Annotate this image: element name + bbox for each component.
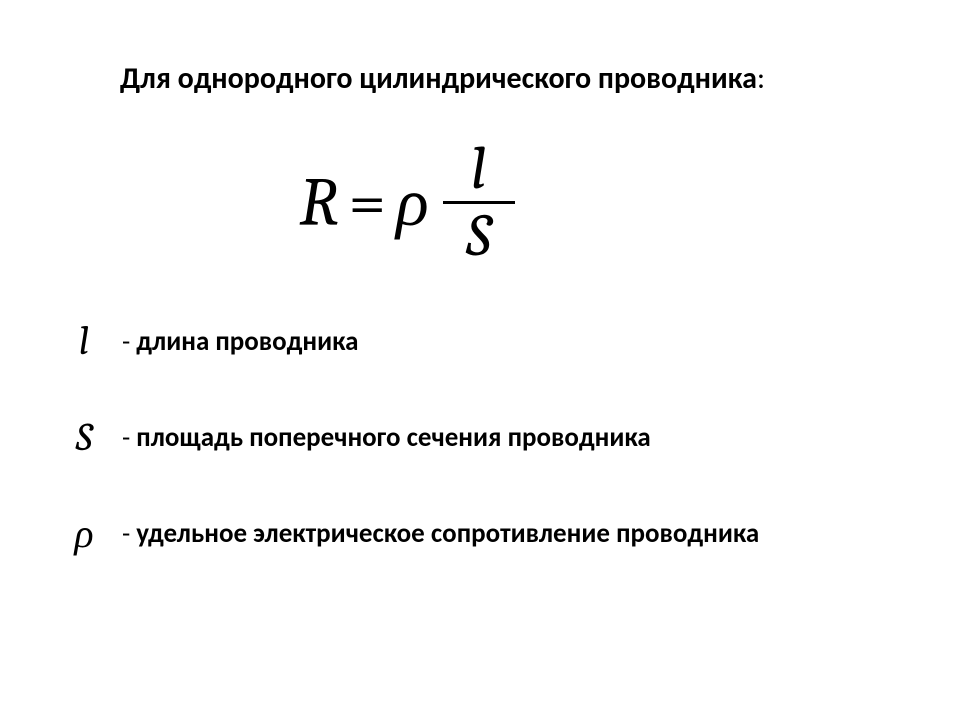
definition-symbol-s: S <box>60 414 108 460</box>
slide: Для однородного цилиндрического проводни… <box>0 0 960 720</box>
definition-separator: - <box>122 325 130 358</box>
definition-separator: - <box>122 517 130 550</box>
formula-denominator: S <box>443 204 515 268</box>
formula-block: R = ρ l S <box>0 137 900 268</box>
definition-separator: - <box>122 421 130 454</box>
definitions-list: l - длина проводника S - площадь попереч… <box>60 318 900 557</box>
definition-symbol-l: l <box>60 318 108 364</box>
definition-text-resistivity: удельное электрическое сопротивление про… <box>136 517 759 550</box>
title-text: Для однородного цилиндрического проводни… <box>120 60 757 97</box>
formula-equation: R = ρ l S <box>295 137 514 268</box>
formula-R: R <box>295 169 342 237</box>
definition-symbol-rho: ρ <box>60 510 108 557</box>
definition-text-length: длина проводника <box>136 325 358 358</box>
formula-fraction: l S <box>443 137 515 268</box>
definition-row: l - длина проводника <box>60 318 900 364</box>
formula-rho: ρ <box>392 169 433 237</box>
formula-numerator: l <box>443 137 515 201</box>
page-title: Для однородного цилиндрического проводни… <box>120 60 900 97</box>
formula-equals: = <box>342 169 392 237</box>
title-colon: : <box>757 60 765 97</box>
definition-row: S - площадь поперечного сечения проводни… <box>60 414 900 460</box>
definition-text-area: площадь поперечного сечения проводника <box>136 421 650 454</box>
definition-row: ρ - удельное электрическое сопротивление… <box>60 510 900 557</box>
